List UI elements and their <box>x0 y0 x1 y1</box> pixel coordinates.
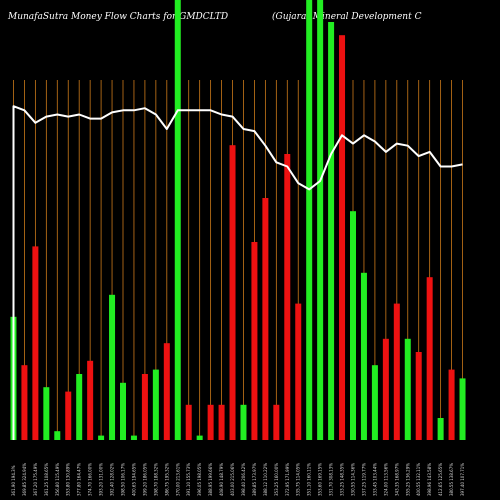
x-tick-label: 361.90 194.3% <box>11 465 16 496</box>
x-tick-label: 403.00 215.06% <box>230 463 235 496</box>
x-tick-label: 351.10 160.11% <box>307 463 312 496</box>
money-flow-bar <box>240 404 247 440</box>
x-tick-label: 372.95 171.99% <box>285 463 290 496</box>
x-tick-label: 398.50 106.17% <box>121 463 126 496</box>
x-tick-label: 408.90 148.79% <box>219 463 224 496</box>
x-tick-label: 330.55 114.36% <box>351 463 356 496</box>
money-flow-bar <box>273 404 280 440</box>
money-flow-bar <box>207 404 214 440</box>
money-flow-bar <box>229 145 236 440</box>
x-tick-label: 377.80 164.47% <box>77 463 82 496</box>
x-tick-label: 324.00 113.56% <box>383 463 388 496</box>
money-flow-bar <box>371 365 378 440</box>
x-tick-label: 374.70 166.00% <box>88 463 93 496</box>
money-flow-bar <box>130 435 137 440</box>
x-tick-label: 393.20 131.00% <box>99 463 104 496</box>
money-flow-bar <box>251 242 258 440</box>
x-tick-label: 353.80 130.89% <box>66 463 71 496</box>
x-tick-label: 398.40 206.42% <box>241 463 246 496</box>
x-tick-label: 412.65 125.65% <box>438 463 443 496</box>
x-tick-label: 389.85 173.97% <box>252 463 257 496</box>
x-tick-label: 380.55 138.67% <box>449 463 454 496</box>
money-flow-bar <box>426 277 433 440</box>
x-tick-label: 388.95 199.66% <box>208 463 213 496</box>
x-tick-label: 396.05 198.05% <box>197 463 202 496</box>
money-flow-bar <box>76 374 83 440</box>
money-flow-bar <box>262 198 269 440</box>
money-flow-bar <box>295 303 302 440</box>
money-flow-bar <box>152 369 159 440</box>
money-flow-bar <box>448 369 455 440</box>
x-tick-label: 397.40 107.71% <box>460 463 465 496</box>
x-tick-label: 386.75 195.32% <box>164 463 169 496</box>
x-tick-label: 331.70 308.13% <box>329 463 334 496</box>
x-tick-label: 333.25 148.35% <box>340 463 345 496</box>
money-flow-bar <box>317 0 324 440</box>
price-trend-line <box>12 105 463 440</box>
x-tick-label: 356.80 115.49% <box>55 463 60 496</box>
x-tick-label: 391.10 155.73% <box>186 463 191 496</box>
money-flow-bar <box>141 374 148 440</box>
x-tick-label: 337.25 119.77% <box>361 463 366 496</box>
x-tick-label: 361.25 108.65% <box>44 463 49 496</box>
x-tick-label: 400.55 132.11% <box>416 463 421 496</box>
x-tick-label: 355.25 136.29% <box>405 463 410 496</box>
money-flow-bar <box>306 0 313 440</box>
money-flow-bar <box>459 378 466 440</box>
x-tick-label: 370.00 213.61% <box>175 463 180 496</box>
money-flow-bar <box>339 35 346 440</box>
x-tick-label: 400.65 194.65% <box>131 463 136 496</box>
x-tick-label: 343.35 168.97% <box>394 463 399 496</box>
money-flow-bar <box>43 387 50 440</box>
x-tick-label: 333.45 103.44% <box>372 463 377 496</box>
money-flow-bar <box>109 294 116 440</box>
x-tick-label: 388.12 110.22% <box>263 463 268 496</box>
money-flow-bar <box>98 435 105 440</box>
money-flow-bar <box>360 272 367 440</box>
chart-title-left: MunafaSutra Money Flow Charts for GMDCLT… <box>8 12 229 22</box>
money-flow-bar <box>21 365 28 440</box>
x-tick-label: 399.20 186.05% <box>142 463 147 496</box>
x-tick-label: 369.85 324.94% <box>22 463 27 496</box>
money-flow-bar <box>382 338 389 440</box>
money-flow-bar <box>415 352 422 440</box>
money-flow-bar <box>284 154 291 440</box>
chart-title-right: (Gujarat Mineral Development C <box>272 12 422 22</box>
money-flow-bar <box>163 343 170 440</box>
money-flow-bar <box>185 404 192 440</box>
x-tick-label: 398.96 143.58% <box>427 463 432 496</box>
x-axis-tick-labels: 361.90 194.3% 369.85 324.94% 367.20 175.49… <box>11 463 465 496</box>
money-flow-bar <box>54 431 61 440</box>
x-tick-label: 392.40 128.02% <box>110 463 115 496</box>
money-flow-bar <box>65 391 72 440</box>
money-flow-bar <box>350 211 356 440</box>
x-tick-label: 353.60 169.15% <box>318 463 323 496</box>
money-flow-bar <box>404 338 411 440</box>
x-tick-label: 353.25 160.00% <box>274 463 279 496</box>
x-tick-label: 335.75 114.05% <box>296 463 301 496</box>
money-flow-bars <box>10 0 466 440</box>
x-tick-label: 398.70 188.32% <box>153 463 158 496</box>
money-flow-bar <box>87 360 94 440</box>
money-flow-bar <box>120 382 126 440</box>
x-tick-label: 367.20 175.49% <box>33 463 38 496</box>
money-flow-bar <box>196 435 203 440</box>
money-flow-bar <box>218 404 225 440</box>
money-flow-bar <box>174 0 181 440</box>
money-flow-bar <box>328 22 335 440</box>
money-flow-bar <box>393 303 400 440</box>
money-flow-bar <box>437 418 444 440</box>
money-flow-bar <box>32 246 39 440</box>
